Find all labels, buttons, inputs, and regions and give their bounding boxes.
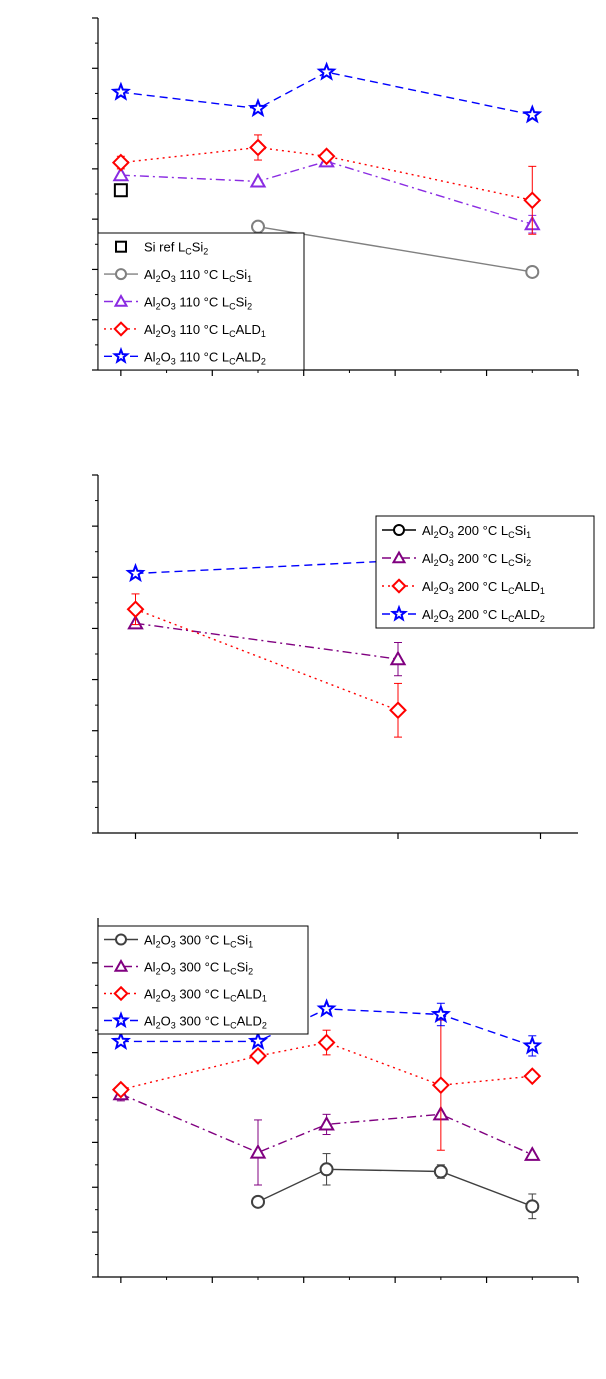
series-2 [126,593,407,738]
legend-label: Al2O3 200 °C LCSi2 [422,551,531,568]
legend-marker [112,1011,130,1029]
data-point [522,104,543,124]
series-line [120,160,533,225]
data-point [110,81,131,101]
legend-label: Si ref LCSi2 [144,240,208,257]
legend-box [97,925,309,1035]
data-point [249,172,267,188]
series-1 [112,1085,541,1186]
series-0 [251,1153,540,1220]
data-point [389,650,407,666]
data-point [317,147,336,166]
series-0 [113,183,128,198]
data-point [249,1047,267,1065]
series-3 [125,546,409,583]
legend: Al2O3 200 °C LCSi1 Al2O3 200 °C LCSi2 Al2O… [375,515,595,629]
data-point [111,1080,130,1099]
data-point [112,166,130,182]
data-point [523,191,542,210]
legend-label: Al2O3 110 °C LCSi1 [144,267,252,284]
data-point [318,1115,335,1131]
series-3 [111,134,542,235]
legend-label: Al2O3 110 °C LCALD1 [144,322,266,339]
series-2 [112,152,541,234]
legend-marker [115,933,127,946]
legend-marker [113,958,129,972]
data-point [433,1164,448,1179]
legend-marker [390,604,408,622]
series-line [135,622,399,660]
series-line [120,71,533,116]
legend-label: Al2O3 200 °C LCSi1 [422,523,531,540]
series-line [135,560,399,575]
data-point [251,219,265,234]
chart-panel-c: Al2O3 300 °C LCSi1 Al2O3 300 °C LCSi2 Al2O… [92,918,579,1283]
series-4 [110,61,543,124]
legend-label: Al2O3 300 °C LCSi1 [144,933,253,950]
data-point [431,1076,450,1095]
data-point [249,138,267,157]
data-point [125,562,146,583]
legend-label: Al2O3 110 °C LCALD2 [144,349,266,366]
legend-label: Al2O3 200 °C LCALD2 [422,607,545,624]
legend-label: Al2O3 300 °C LCALD1 [144,987,267,1004]
series-line [257,1168,533,1207]
legend-box [97,232,305,371]
data-point [251,1194,265,1209]
data-point [522,1035,543,1055]
legend-label: Al2O3 200 °C LCALD1 [422,579,545,596]
legend-marker [391,550,407,564]
data-point [126,600,145,619]
data-point [523,1146,541,1161]
series-2 [111,1019,542,1151]
legend: Si ref LCSi2 Al2O3 110 °C LCSi1 Al2O3 110 … [97,232,305,371]
legend-marker [112,346,130,364]
data-point [113,183,128,198]
legend-marker [115,240,127,253]
data-point [319,1162,334,1177]
legend-marker [113,293,129,307]
legend-label: Al2O3 300 °C LCSi2 [144,960,253,977]
data-point [316,61,337,81]
data-point [430,1003,451,1024]
series-1 [127,614,407,677]
legend-box [375,515,595,629]
data-point [249,1143,267,1159]
legend-marker [115,268,127,281]
legend-marker [113,985,129,1002]
legend: Al2O3 300 °C LCSi1 Al2O3 300 °C LCSi2 Al2O… [97,925,309,1035]
series-line [120,146,533,201]
data-point [247,1030,269,1050]
legend-marker [393,524,405,536]
data-point [525,1199,540,1214]
data-point [247,97,269,118]
data-point [525,264,540,279]
data-point [317,1033,336,1052]
chart-panel-b: Al2O3 200 °C LCSi1 Al2O3 200 °C LCSi2 Al2O… [92,474,595,839]
legend-marker [391,578,407,594]
data-point [316,998,337,1018]
series-3 [110,998,543,1057]
legend-label: Al2O3 110 °C LCSi2 [144,295,252,312]
data-point [389,701,407,720]
data-point [110,1030,131,1050]
series-line [135,608,399,711]
legend-marker [113,321,129,337]
legend-label: Al2O3 300 °C LCALD2 [144,1014,267,1031]
data-point [523,1067,542,1086]
data-point [111,153,130,172]
chart-panel-a: Si ref LCSi2 Al2O3 110 °C LCSi1 Al2O3 110 … [92,17,579,376]
